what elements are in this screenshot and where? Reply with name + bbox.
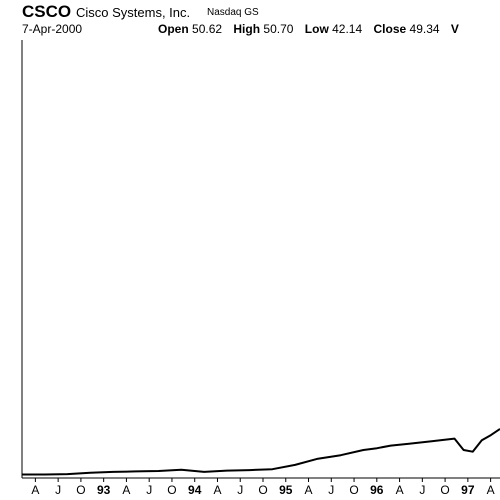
x-tick-label: J [55,483,61,497]
ticker-symbol: CSCO [22,2,72,21]
x-tick-label: A [487,483,495,497]
x-tick-label: O [258,483,267,497]
high-value: 50.70 [263,22,294,36]
x-tick-label: J [328,483,334,497]
x-tick-label: 97 [461,483,475,497]
x-tick-label: J [146,483,152,497]
x-tick-label: O [349,483,358,497]
open-value: 50.62 [192,22,223,36]
x-tick-label: A [305,483,313,497]
low-value: 42.14 [332,22,363,36]
x-tick-label: J [237,483,243,497]
x-tick-label: O [440,483,449,497]
quote-date: 7-Apr-2000 [22,22,83,36]
x-tick-label: A [396,483,404,497]
price-line [22,428,500,476]
x-tick-label: 94 [188,483,202,497]
low-label: Low [304,22,329,36]
quote-values: Open 50.62 High 50.70 Low 42.14 Close 49… [158,22,459,36]
volume-label: V [450,22,459,36]
open-label: Open [158,22,189,36]
x-tick-label: A [213,483,221,497]
close-label: Close [373,22,407,36]
x-tick-label: 96 [370,483,384,497]
x-tick-label: A [122,483,130,497]
company-name: Cisco Systems, Inc. [76,5,191,20]
exchange-name: Nasdaq GS [207,7,259,18]
x-tick-label: J [419,483,425,497]
quote-header: CSCO Cisco Systems, Inc. Nasdaq GS 7-Apr… [0,0,500,40]
x-tick-label: 93 [97,483,111,497]
x-tick-label: A [31,483,39,497]
high-label: High [233,22,261,36]
x-tick-label: O [167,483,176,497]
x-tick-label: O [76,483,85,497]
x-tick-label: 95 [279,483,293,497]
close-value: 49.34 [409,22,440,36]
